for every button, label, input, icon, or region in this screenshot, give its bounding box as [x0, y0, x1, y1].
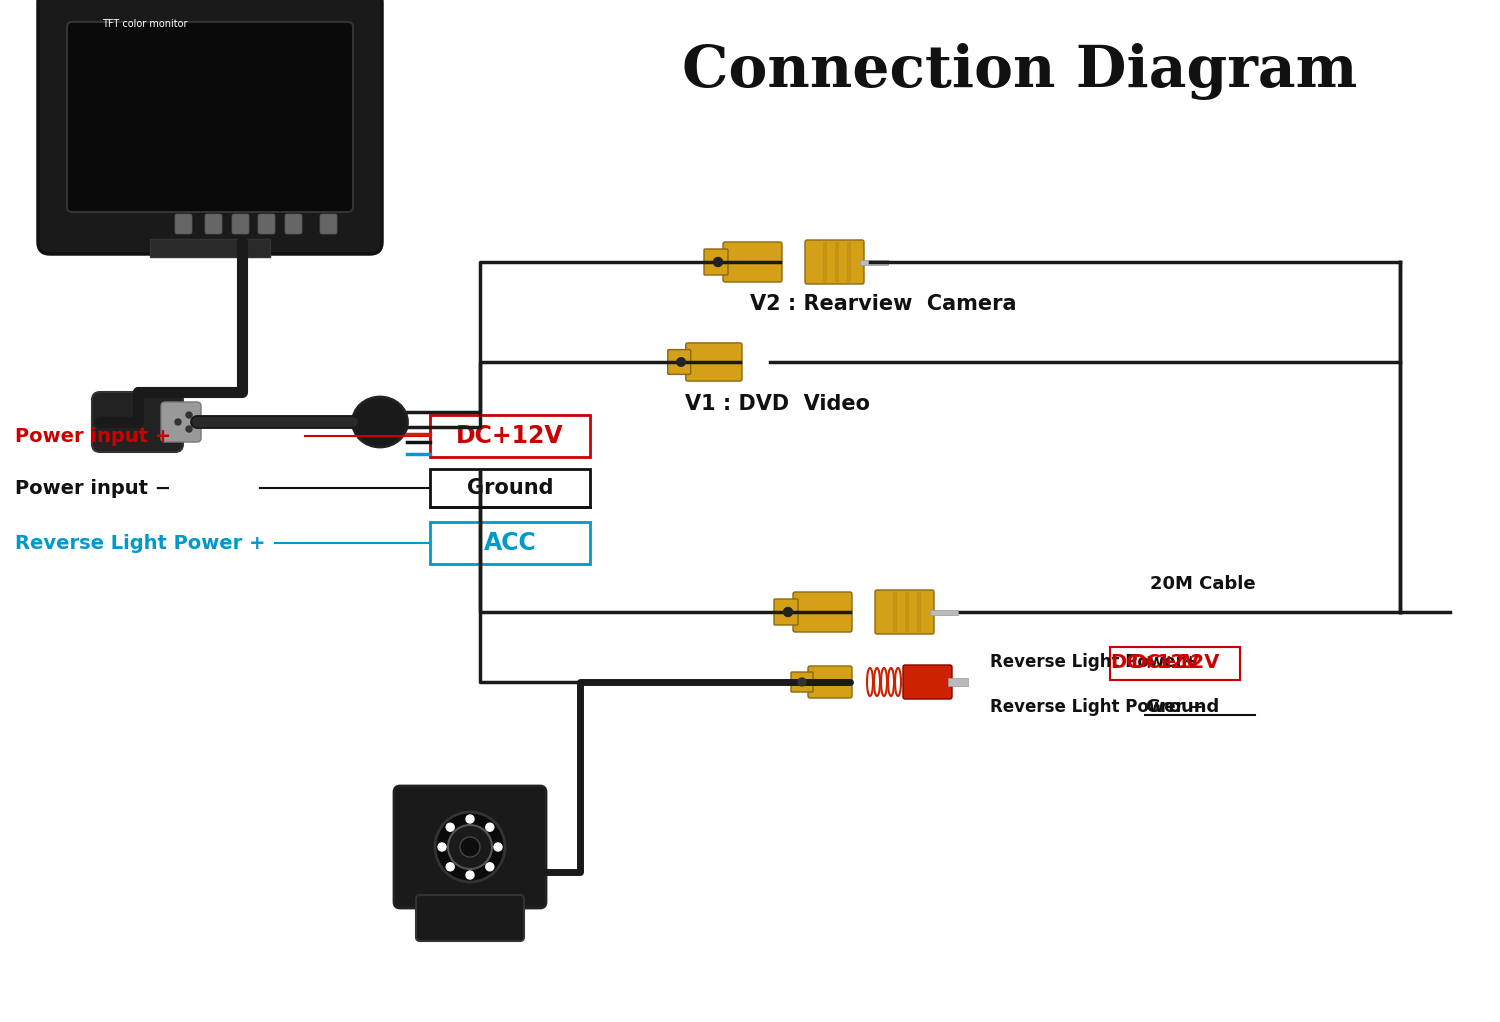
- FancyBboxPatch shape: [686, 343, 742, 381]
- FancyBboxPatch shape: [430, 522, 590, 564]
- FancyBboxPatch shape: [285, 214, 302, 234]
- FancyBboxPatch shape: [416, 895, 524, 941]
- Text: TFT color monitor: TFT color monitor: [102, 19, 188, 29]
- FancyBboxPatch shape: [430, 415, 590, 457]
- Circle shape: [486, 823, 494, 831]
- Bar: [150, 239, 270, 257]
- Circle shape: [446, 823, 454, 831]
- Text: ACC: ACC: [483, 531, 537, 555]
- FancyBboxPatch shape: [723, 242, 782, 282]
- FancyBboxPatch shape: [1110, 647, 1240, 680]
- Text: V2 : Rearview  Camera: V2 : Rearview Camera: [750, 294, 1017, 314]
- Text: DC+12V: DC+12V: [456, 424, 564, 448]
- Circle shape: [714, 258, 723, 267]
- Circle shape: [798, 678, 806, 686]
- Circle shape: [494, 843, 502, 851]
- Text: Reverse Light Power −: Reverse Light Power −: [990, 698, 1203, 716]
- FancyBboxPatch shape: [430, 469, 590, 507]
- FancyBboxPatch shape: [806, 240, 864, 284]
- Bar: [824, 242, 827, 282]
- FancyBboxPatch shape: [903, 665, 952, 699]
- FancyBboxPatch shape: [258, 214, 274, 234]
- Bar: [916, 592, 921, 632]
- Bar: [859, 260, 888, 265]
- Circle shape: [446, 863, 454, 871]
- Text: Reverse Light Power+: Reverse Light Power+: [990, 653, 1197, 671]
- Bar: [948, 678, 968, 686]
- FancyBboxPatch shape: [38, 0, 382, 254]
- FancyBboxPatch shape: [92, 392, 183, 452]
- Circle shape: [186, 412, 192, 418]
- Circle shape: [676, 358, 686, 366]
- Text: Ground: Ground: [1144, 698, 1220, 716]
- FancyBboxPatch shape: [704, 249, 728, 275]
- Circle shape: [466, 815, 474, 823]
- Text: Power input +: Power input +: [15, 426, 171, 446]
- FancyBboxPatch shape: [394, 786, 546, 908]
- FancyBboxPatch shape: [774, 599, 798, 625]
- FancyBboxPatch shape: [232, 214, 249, 234]
- Text: DC+12V: DC+12V: [1110, 652, 1200, 671]
- Bar: [892, 592, 897, 632]
- Text: DC+12V: DC+12V: [1131, 652, 1220, 671]
- FancyBboxPatch shape: [160, 402, 201, 442]
- Text: 20M Cable: 20M Cable: [1150, 575, 1256, 593]
- Bar: [847, 242, 850, 282]
- Text: Ground: Ground: [466, 478, 554, 498]
- FancyBboxPatch shape: [808, 666, 852, 698]
- Text: Power input −: Power input −: [15, 478, 171, 498]
- FancyBboxPatch shape: [874, 590, 934, 634]
- Text: Reverse Light Power +: Reverse Light Power +: [15, 533, 266, 553]
- Bar: [930, 609, 958, 614]
- Circle shape: [438, 843, 446, 851]
- FancyBboxPatch shape: [206, 214, 222, 234]
- Text: Connection Diagram: Connection Diagram: [682, 43, 1358, 100]
- Bar: [904, 592, 909, 632]
- Circle shape: [186, 426, 192, 432]
- FancyBboxPatch shape: [794, 592, 852, 632]
- FancyBboxPatch shape: [320, 214, 338, 234]
- FancyBboxPatch shape: [68, 22, 352, 212]
- Circle shape: [176, 419, 181, 425]
- FancyBboxPatch shape: [176, 214, 192, 234]
- Circle shape: [448, 825, 492, 869]
- Circle shape: [435, 812, 506, 882]
- Text: V1 : DVD  Video: V1 : DVD Video: [686, 394, 870, 414]
- Circle shape: [783, 607, 792, 616]
- Bar: [836, 242, 839, 282]
- FancyBboxPatch shape: [790, 672, 813, 692]
- Circle shape: [460, 837, 480, 857]
- FancyBboxPatch shape: [668, 350, 690, 374]
- Circle shape: [466, 871, 474, 879]
- Ellipse shape: [352, 397, 408, 447]
- Circle shape: [486, 863, 494, 871]
